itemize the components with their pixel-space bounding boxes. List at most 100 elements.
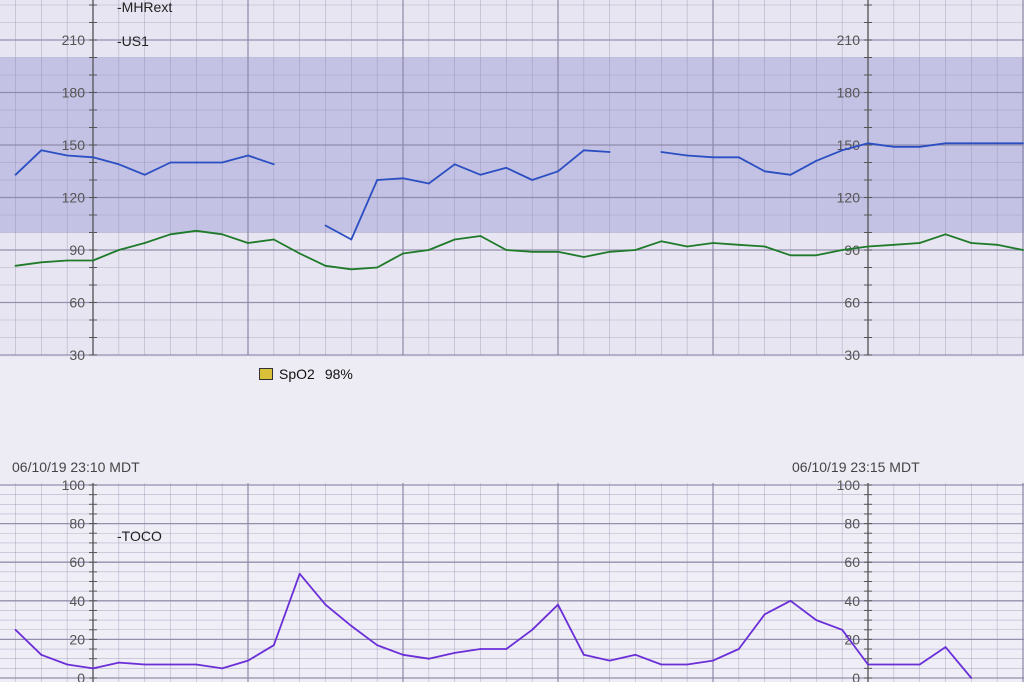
toco-data-point [453, 652, 456, 654]
toco-data-point [272, 644, 275, 647]
heart-rate-tick-label: 120 [62, 190, 86, 206]
us1-data-point [376, 179, 379, 181]
mhrext-data-point [14, 264, 17, 267]
mhrext-data-point [841, 249, 844, 251]
us1-data-point [582, 149, 585, 152]
toco-data-point [350, 624, 353, 627]
us1-data-point [92, 156, 94, 159]
heart-rate-tick-label: 210 [837, 32, 861, 48]
toco-data-point [117, 661, 120, 664]
toco-tick-label: 20 [844, 631, 860, 647]
toco-tick-label: 0 [77, 670, 85, 682]
toco-data-point [660, 663, 663, 666]
us1-data-point [402, 177, 404, 180]
us1-data-point [815, 159, 818, 162]
mhrext-data-point [92, 259, 94, 262]
heart-rate-tick-label: 30 [69, 347, 85, 363]
toco-data-point [169, 663, 172, 666]
us1-data-point [531, 179, 534, 181]
toco-tick-label: 40 [69, 593, 85, 609]
timestamp-left: 06/10/19 23:10 MDT [12, 459, 140, 475]
toco-data-point [918, 663, 921, 666]
mhrext-data-point [531, 250, 534, 253]
toco-data-point [892, 663, 895, 666]
us1-data-point [453, 163, 456, 166]
mhrext-data-point [298, 252, 301, 255]
toco-data-point [867, 663, 869, 666]
heart-rate-tick-label: 90 [844, 242, 860, 258]
us1-data-point [737, 156, 740, 159]
toco-data-point [841, 628, 844, 631]
mhrext-data-point [582, 256, 585, 258]
us1-data-point [996, 142, 999, 145]
mhrext-data-point [815, 254, 818, 257]
us1-data-point [169, 161, 172, 164]
toco-series-line [14, 572, 972, 679]
toco-data-point [427, 657, 430, 660]
us1-data-point [221, 161, 224, 164]
us1-data-point [272, 163, 275, 166]
us1-data-point [608, 151, 611, 153]
us1-data-point [40, 149, 43, 152]
toco-data-point [479, 648, 482, 650]
toco-data-point [582, 653, 585, 656]
heart-rate-tick-label: 180 [62, 85, 86, 101]
mhrext-data-point [1022, 249, 1024, 251]
toco-data-point [531, 628, 534, 631]
mhrext-data-point [970, 242, 973, 244]
toco-tick-label: 100 [62, 477, 86, 493]
mhrext-data-point [918, 242, 921, 244]
toco-tick-label: 80 [69, 516, 85, 532]
mhrext-data-point [402, 252, 404, 255]
toco-tick-label: 40 [844, 593, 860, 609]
us1-data-point [117, 163, 120, 166]
legend-toco: -TOCO [117, 528, 162, 544]
us1-data-point [712, 156, 714, 159]
mhrext-data-point [272, 238, 275, 241]
us1-data-point [789, 173, 792, 176]
toco-data-point [944, 646, 947, 649]
heart-rate-tick-label: 60 [844, 295, 860, 311]
us1-data-point [14, 173, 17, 176]
toco-data-point [505, 648, 508, 650]
toco-tick-label: 20 [69, 631, 85, 647]
mhrext-data-point [789, 254, 792, 257]
toco-data-point [970, 677, 973, 679]
mhrext-data-point [376, 266, 379, 269]
toco-data-point [402, 653, 404, 656]
toco-data-point [14, 628, 17, 631]
toco-data-point [66, 663, 69, 666]
heart-rate-tick-label: 150 [837, 137, 861, 153]
mhrext-series-line [15, 229, 1024, 271]
toco-tick-label: 80 [844, 516, 860, 532]
heart-rate-tick-label: 60 [69, 295, 85, 311]
mhrext-data-point [169, 233, 172, 236]
mhrext-data-point [944, 233, 947, 236]
us1-data-point [479, 173, 482, 176]
toco-data-point [789, 599, 792, 602]
mhrext-data-point [247, 242, 249, 244]
mhrext-data-point [143, 242, 146, 244]
us1-data-point [143, 173, 146, 176]
toco-tick-label: 100 [837, 477, 861, 493]
mhrext-data-point [479, 235, 482, 237]
spo2-label: SpO2 [279, 366, 315, 382]
us1-data-point [324, 224, 327, 227]
toco-data-point [608, 659, 611, 662]
toco-data-point [40, 653, 43, 656]
us1-data-point [66, 154, 69, 157]
mhrext-data-point [763, 245, 766, 248]
toco-data-point [92, 667, 94, 670]
toco-tick-label: 60 [844, 554, 860, 570]
us1-data-point [944, 142, 947, 145]
legend-us1: -US1 [117, 33, 149, 49]
heart-rate-tick-label: 180 [837, 85, 861, 101]
toco-data-point [763, 613, 766, 616]
toco-tick-label: 60 [69, 554, 85, 570]
toco-data-point [298, 572, 301, 575]
legend-mhrext: -MHRext [117, 0, 172, 15]
mhrext-data-point [66, 259, 69, 262]
mhrext-data-point [712, 242, 714, 244]
heart-rate-tick-label: 210 [62, 32, 86, 48]
